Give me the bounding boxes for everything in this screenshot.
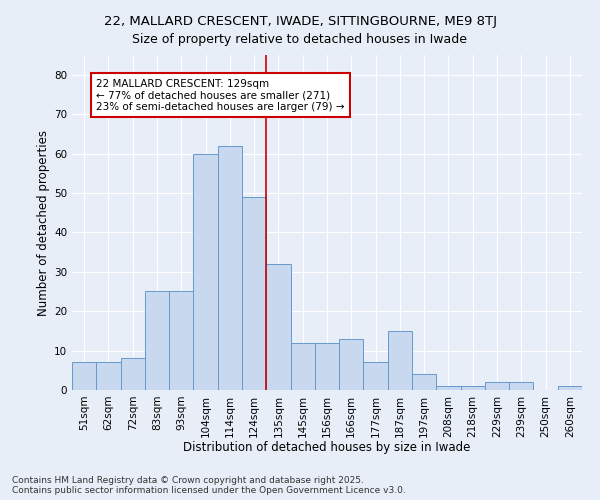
Y-axis label: Number of detached properties: Number of detached properties <box>37 130 50 316</box>
Bar <box>412 374 436 390</box>
Bar <box>121 358 145 390</box>
Bar <box>436 386 461 390</box>
Bar <box>266 264 290 390</box>
Bar <box>339 339 364 390</box>
Bar <box>145 292 169 390</box>
Bar <box>169 292 193 390</box>
Bar <box>509 382 533 390</box>
Bar <box>193 154 218 390</box>
Bar <box>461 386 485 390</box>
Text: Size of property relative to detached houses in Iwade: Size of property relative to detached ho… <box>133 32 467 46</box>
Bar <box>72 362 96 390</box>
Bar <box>558 386 582 390</box>
Bar <box>96 362 121 390</box>
Bar <box>364 362 388 390</box>
Bar <box>315 342 339 390</box>
X-axis label: Distribution of detached houses by size in Iwade: Distribution of detached houses by size … <box>184 441 470 454</box>
Text: Contains HM Land Registry data © Crown copyright and database right 2025.
Contai: Contains HM Land Registry data © Crown c… <box>12 476 406 495</box>
Bar <box>290 342 315 390</box>
Text: 22 MALLARD CRESCENT: 129sqm
← 77% of detached houses are smaller (271)
23% of se: 22 MALLARD CRESCENT: 129sqm ← 77% of det… <box>96 78 345 112</box>
Bar <box>218 146 242 390</box>
Bar <box>388 331 412 390</box>
Bar <box>242 197 266 390</box>
Bar <box>485 382 509 390</box>
Text: 22, MALLARD CRESCENT, IWADE, SITTINGBOURNE, ME9 8TJ: 22, MALLARD CRESCENT, IWADE, SITTINGBOUR… <box>104 15 497 28</box>
